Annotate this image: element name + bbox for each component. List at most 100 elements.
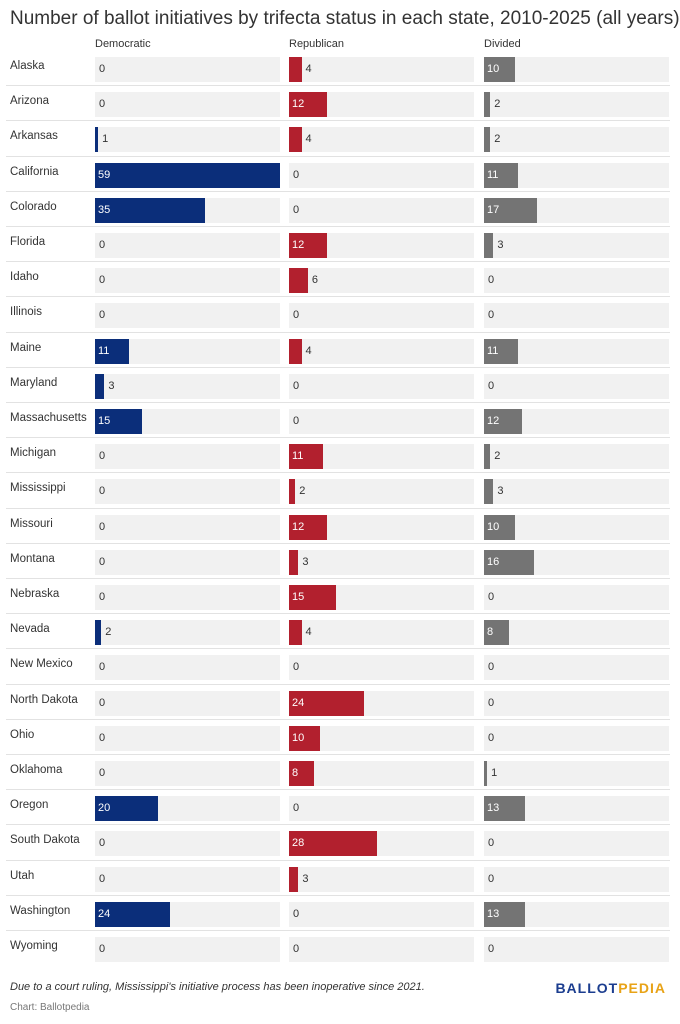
chart-title: Number of ballot initiatives by trifecta… [10, 8, 680, 29]
data-label: 12 [292, 239, 305, 251]
bar-track-democratic: 0 [95, 303, 280, 329]
state-label: Oregon [10, 799, 49, 812]
bar-track-divided: 2 [484, 444, 669, 470]
bar-democratic [95, 162, 280, 188]
state-label: Washington [10, 904, 71, 917]
state-row: Wyoming 0 0 0 [0, 930, 680, 965]
row-divider [6, 930, 670, 931]
bar-track-republican: 0 [289, 197, 474, 223]
bar-track-divided: 13 [484, 901, 669, 927]
data-label: 8 [487, 626, 494, 639]
logo-part-pedia: PEDIA [618, 980, 666, 996]
state-row: Missouri 0 12 10 [0, 507, 680, 543]
bar-divided [484, 338, 519, 364]
bar-divided [484, 549, 535, 575]
row-divider [6, 472, 670, 474]
bar-track-divided: 10 [484, 57, 669, 82]
data-label: 4 [305, 344, 312, 357]
bar-republican [289, 585, 337, 610]
bar-divided [484, 514, 516, 540]
column-header-republican: Republican [289, 38, 345, 50]
data-label: 0 [99, 696, 106, 709]
data-label: 6 [311, 274, 318, 287]
data-label: 0 [99, 239, 106, 251]
data-label: 0 [99, 767, 106, 779]
bar-republican [289, 761, 315, 786]
bar-track-divided: 0 [484, 866, 669, 892]
bar-track-republican: 3 [289, 866, 474, 892]
data-label: 0 [99, 485, 106, 498]
row-divider [6, 190, 670, 192]
data-label: 0 [99, 591, 106, 603]
data-label: 8 [292, 767, 299, 779]
bar-track-democratic: 1 [95, 127, 280, 153]
bar-track-divided: 0 [484, 937, 669, 962]
bar-democratic [95, 796, 158, 822]
data-label: 11 [292, 450, 304, 463]
state-row: Oklahoma 0 8 1 [0, 754, 680, 789]
state-row: South Dakota 0 28 0 [0, 824, 680, 859]
state-row: North Dakota 0 24 0 [0, 683, 680, 719]
bar-track-democratic: 2 [95, 620, 280, 646]
bar-divided [484, 162, 519, 188]
row-divider [6, 120, 670, 122]
bar-track-democratic: 0 [95, 937, 280, 962]
state-label: Ohio [10, 728, 35, 741]
row-divider [6, 331, 670, 333]
data-label: 0 [488, 731, 495, 744]
state-row: Massachusetts 15 0 12 [0, 402, 680, 437]
bar-track-republican: 10 [289, 725, 474, 751]
state-label: New Mexico [10, 658, 73, 671]
data-label: 0 [99, 943, 106, 955]
state-label: Maine [10, 341, 42, 354]
data-label: 1 [102, 133, 109, 146]
data-label: 3 [108, 379, 115, 392]
row-divider [6, 754, 670, 755]
data-label: 0 [293, 802, 300, 815]
row-divider [6, 402, 670, 403]
data-label: 12 [487, 415, 500, 427]
bar-track-democratic: 15 [95, 409, 280, 434]
bar-track-democratic: 20 [95, 796, 280, 822]
bar-track-democratic: 0 [95, 831, 280, 857]
bar-divided [484, 761, 488, 786]
row-divider [6, 683, 670, 685]
bar-divided [484, 233, 494, 258]
data-label: 24 [292, 696, 305, 709]
bar-divided [484, 197, 538, 223]
bar-track-republican: 8 [289, 761, 474, 786]
state-row: Illinois 0 0 0 [0, 296, 680, 331]
bar-track-republican: 0 [289, 162, 474, 188]
column-header-divided: Divided [484, 38, 521, 50]
bar-track-divided: 3 [484, 479, 669, 505]
state-row: Montana 0 3 16 [0, 542, 680, 578]
bar-track-democratic: 3 [95, 373, 280, 399]
column-header-democratic: Democratic [95, 38, 151, 50]
bar-track-democratic: 0 [95, 92, 280, 118]
state-row: Alaska 0 4 10 [0, 50, 680, 85]
state-label: Nebraska [10, 588, 60, 600]
data-label: 0 [293, 309, 300, 322]
state-row: New Mexico 0 0 0 [0, 648, 680, 683]
state-label: Alaska [10, 60, 45, 72]
bar-track-republican: 0 [289, 796, 474, 822]
data-label: 0 [488, 943, 495, 955]
row-divider [6, 859, 670, 861]
row-divider [6, 85, 670, 87]
bar-republican [289, 127, 302, 153]
bar-republican [289, 690, 365, 716]
row-divider [6, 578, 670, 579]
bar-democratic [95, 620, 102, 646]
data-label: 0 [293, 907, 300, 920]
bar-track-democratic: 0 [95, 655, 280, 681]
state-label: Illinois [10, 306, 42, 319]
state-label: Utah [10, 869, 35, 882]
bar-track-divided: 0 [484, 831, 669, 857]
data-label: 13 [487, 907, 500, 920]
data-label: 4 [305, 63, 312, 75]
row-divider [6, 613, 670, 615]
bar-track-divided: 8 [484, 620, 669, 646]
state-row: Maine 11 4 11 [0, 331, 680, 367]
bar-divided [484, 57, 516, 82]
row-divider [6, 261, 670, 263]
